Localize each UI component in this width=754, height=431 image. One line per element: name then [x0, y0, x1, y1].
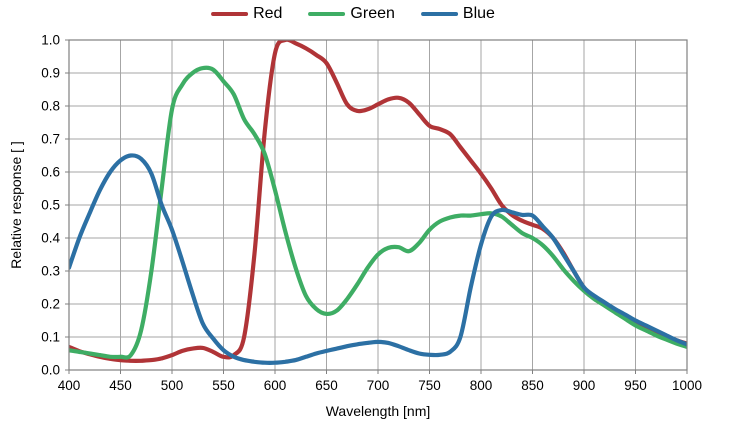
legend-label-blue: Blue [462, 5, 495, 22]
y-tick-label: 0.1 [41, 330, 60, 345]
legend-swatch-blue-icon [420, 11, 458, 17]
x-tick-label: 500 [161, 378, 184, 393]
x-tick-label: 750 [418, 378, 441, 393]
x-tick-label: 900 [573, 378, 596, 393]
y-axis-title: Relative response [ ] [8, 141, 24, 269]
x-tick-label: 550 [212, 378, 235, 393]
legend-item-green: Green [308, 5, 395, 23]
x-tick-label: 950 [624, 378, 647, 393]
x-tick-label: 600 [264, 378, 287, 393]
x-tick-label: 400 [58, 378, 81, 393]
x-tick-label: 650 [315, 378, 338, 393]
y-tick-label: 0.6 [41, 165, 60, 180]
series-line-green [69, 65, 687, 360]
legend-swatch-red-icon [211, 11, 249, 17]
x-tick-label: 1000 [672, 378, 702, 393]
y-tick-label: 0.4 [41, 231, 60, 246]
x-axis-title: Wavelength [nm] [325, 403, 431, 419]
y-tick-label: 0.8 [41, 99, 60, 114]
legend-swatch-green-icon [308, 11, 346, 17]
y-tick-label: 0.5 [41, 198, 60, 213]
y-tick-label: 0.0 [41, 363, 60, 378]
plot-border [68, 39, 688, 371]
x-tick-labels: 400 450 500 550 600 650 700 750 800 850 900 950 1000 [58, 378, 702, 393]
x-tick-label: 850 [521, 378, 544, 393]
legend-item-red: Red [211, 5, 282, 23]
y-tick-label: 0.3 [41, 264, 60, 279]
legend-label-red: Red [253, 5, 283, 22]
legend-item-blue: Blue [420, 5, 495, 23]
y-tick-label: 1.0 [41, 33, 60, 48]
y-tick-label: 0.9 [41, 66, 60, 81]
y-tick-labels: 0.0 0.1 0.2 0.3 0.4 0.5 0.6 0.7 0.8 0.9 1.0 [41, 33, 60, 378]
y-tick-label: 0.2 [41, 297, 60, 312]
x-tick-label: 450 [109, 378, 132, 393]
axis-ticks [65, 39, 688, 374]
x-tick-label: 800 [470, 378, 493, 393]
chart-legend: Red Green Blue [211, 5, 495, 23]
y-tick-label: 0.7 [41, 132, 60, 147]
series-line-blue [69, 153, 687, 365]
series-curves [69, 40, 687, 365]
legend-label-green: Green [350, 5, 395, 22]
x-tick-label: 700 [367, 378, 390, 393]
